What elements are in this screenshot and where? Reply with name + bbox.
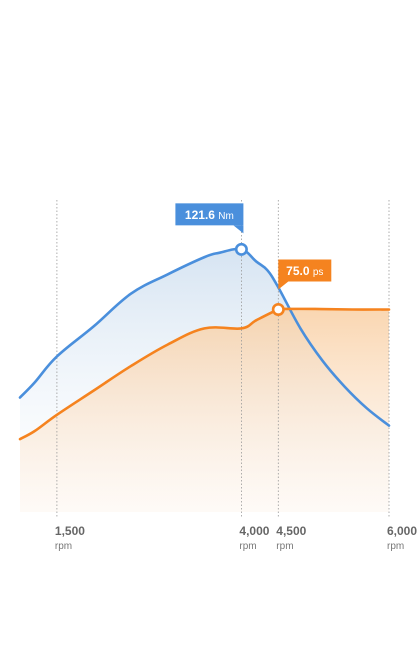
torque-peak-marker bbox=[234, 242, 248, 256]
tick-label-4000: 4,000 bbox=[239, 524, 269, 538]
tick-unit-4000: rpm bbox=[239, 541, 256, 552]
tick-label-4500: 4,500 bbox=[276, 524, 306, 538]
peak-callouts: 121.6 Nm 75.0 ps bbox=[175, 203, 332, 290]
tick-label-6000: 6,000 bbox=[387, 524, 417, 538]
torque-callout-value: 121.6 bbox=[185, 208, 218, 222]
torque-callout-box bbox=[175, 203, 244, 226]
power-area bbox=[20, 308, 389, 512]
tick-unit-6000: rpm bbox=[387, 541, 404, 552]
power-line bbox=[18, 307, 391, 441]
x-axis-ticks: 1,500 rpm 4,000 rpm 4,500 rpm 6,000 rpm bbox=[55, 524, 417, 552]
torque-callout-unit: Nm bbox=[218, 211, 234, 222]
peak-markers bbox=[234, 242, 285, 316]
power-callout-box bbox=[278, 259, 332, 282]
power-callout-unit: ps bbox=[313, 267, 324, 278]
power-callout-value: 75.0 bbox=[286, 264, 313, 278]
torque-callout-pointer bbox=[233, 225, 244, 234]
tick-unit-4500: rpm bbox=[276, 541, 293, 552]
torque-callout-text: 121.6 Nm bbox=[185, 208, 234, 222]
power-callout-pointer bbox=[278, 281, 289, 290]
series-areas bbox=[20, 248, 389, 512]
tick-unit-1500: rpm bbox=[55, 541, 72, 552]
power-peak-marker bbox=[271, 302, 285, 316]
torque-peak-callout: 121.6 Nm bbox=[175, 203, 244, 234]
tick-label-1500: 1,500 bbox=[55, 524, 85, 538]
power-callout-text: 75.0 ps bbox=[286, 264, 323, 278]
power-peak-callout: 75.0 ps bbox=[278, 259, 332, 290]
